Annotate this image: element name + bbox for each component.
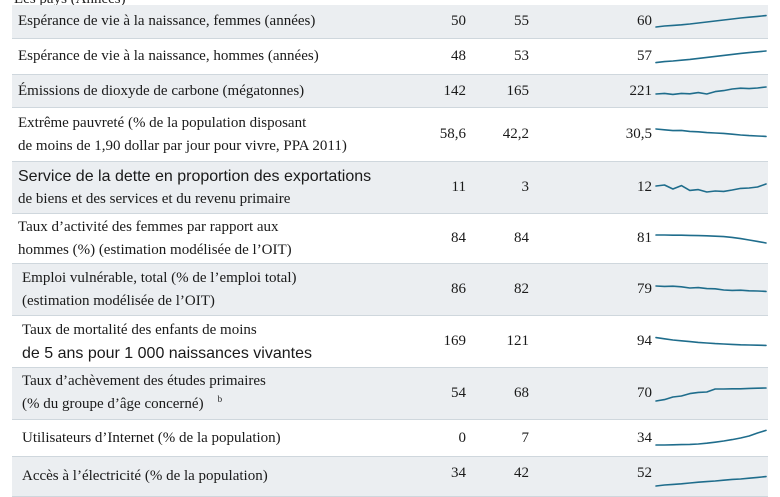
table-row: Espérance de vie à la naissance, hommes … [12, 39, 768, 75]
footnote-marker: b [217, 394, 223, 404]
value-3: 34 [637, 429, 652, 446]
value-1: 50 [451, 13, 466, 29]
row-label: Service de la dette en proportion des ex… [18, 167, 372, 207]
trend-sparkline [655, 284, 767, 292]
value-1: 84 [451, 230, 466, 246]
row-label: Utilisateurs d’Internet (% de la populat… [22, 429, 281, 446]
table-row: Emploi vulnérable, total (% de l’emploi … [12, 264, 768, 316]
table-row: Utilisateurs d’Internet (% de la populat… [12, 420, 768, 457]
row-label: Espérance de vie à la naissance, femmes … [18, 13, 316, 29]
table-row: Taux de mortalité des enfants de moins d… [12, 316, 768, 368]
row-label: Espérance de vie à la naissance, hommes … [18, 48, 319, 64]
row-label: Taux d’achèvement des études primaires (… [22, 373, 266, 412]
row-label: Émissions de dioxyde de carbone (mégaton… [18, 82, 305, 99]
row-label: Taux de mortalité des enfants de moins d… [22, 321, 312, 362]
value-3: 12 [637, 179, 652, 195]
table-row: Émissions de dioxyde de carbone (mégaton… [12, 75, 768, 108]
value-2: 7 [521, 429, 530, 446]
value-1: 58,6 [439, 126, 466, 142]
value-2: 42,2 [502, 126, 529, 142]
value-2: 68 [514, 385, 529, 401]
value-2: 121 [506, 333, 530, 349]
value-1: 0 [458, 429, 467, 446]
row-label: Emploi vulnérable, total (% de l’emploi … [22, 269, 297, 309]
value-3: 79 [637, 281, 652, 297]
value-2: 55 [514, 13, 529, 29]
trend-sparkline [655, 182, 767, 193]
value-1: 169 [443, 333, 467, 349]
value-3: 221 [629, 82, 653, 99]
value-3: 94 [637, 333, 652, 349]
trend-sparkline [655, 86, 767, 96]
value-3: 81 [637, 230, 652, 246]
value-2: 165 [506, 82, 530, 99]
value-1: 54 [451, 385, 466, 401]
value-3: 30,5 [625, 126, 652, 142]
value-1: 11 [451, 179, 466, 195]
trend-sparkline [655, 386, 767, 402]
value-2: 3 [521, 179, 530, 195]
trend-sparkline [655, 475, 767, 487]
value-2: 84 [514, 230, 529, 246]
row-label: Taux d’activité des femmes par rapport a… [18, 218, 292, 258]
trend-sparkline [655, 336, 767, 346]
value-2: 53 [514, 48, 529, 64]
indicator-table: Espérance de vie à la naissance, femmes … [12, 5, 768, 497]
value-1: 86 [451, 281, 466, 297]
value-3: 57 [637, 48, 652, 64]
value-3: 60 [637, 13, 652, 29]
value-2: 82 [514, 281, 529, 297]
table-row: Taux d’activité des femmes par rapport a… [12, 214, 768, 264]
value-1: 142 [443, 82, 467, 99]
table-row: Taux d’achèvement des études primaires (… [12, 368, 768, 420]
trend-sparkline [655, 127, 767, 137]
table-row: Espérance de vie à la naissance, femmes … [12, 5, 768, 39]
trend-sparkline [655, 233, 767, 244]
value-1: 48 [451, 48, 466, 64]
header-fragment: Les pays (Années) [14, 0, 126, 8]
value-3: 70 [637, 385, 652, 401]
table-row: Extrême pauvreté (% de la population dis… [12, 108, 768, 162]
trend-sparkline [655, 429, 767, 446]
trend-sparkline [655, 14, 767, 28]
row-label: Extrême pauvreté (% de la population dis… [18, 114, 347, 154]
table-row: Accès à l’électricité (% de la populatio… [12, 457, 768, 497]
trend-sparkline [655, 49, 767, 63]
table-row: Service de la dette en proportion des ex… [12, 162, 768, 214]
